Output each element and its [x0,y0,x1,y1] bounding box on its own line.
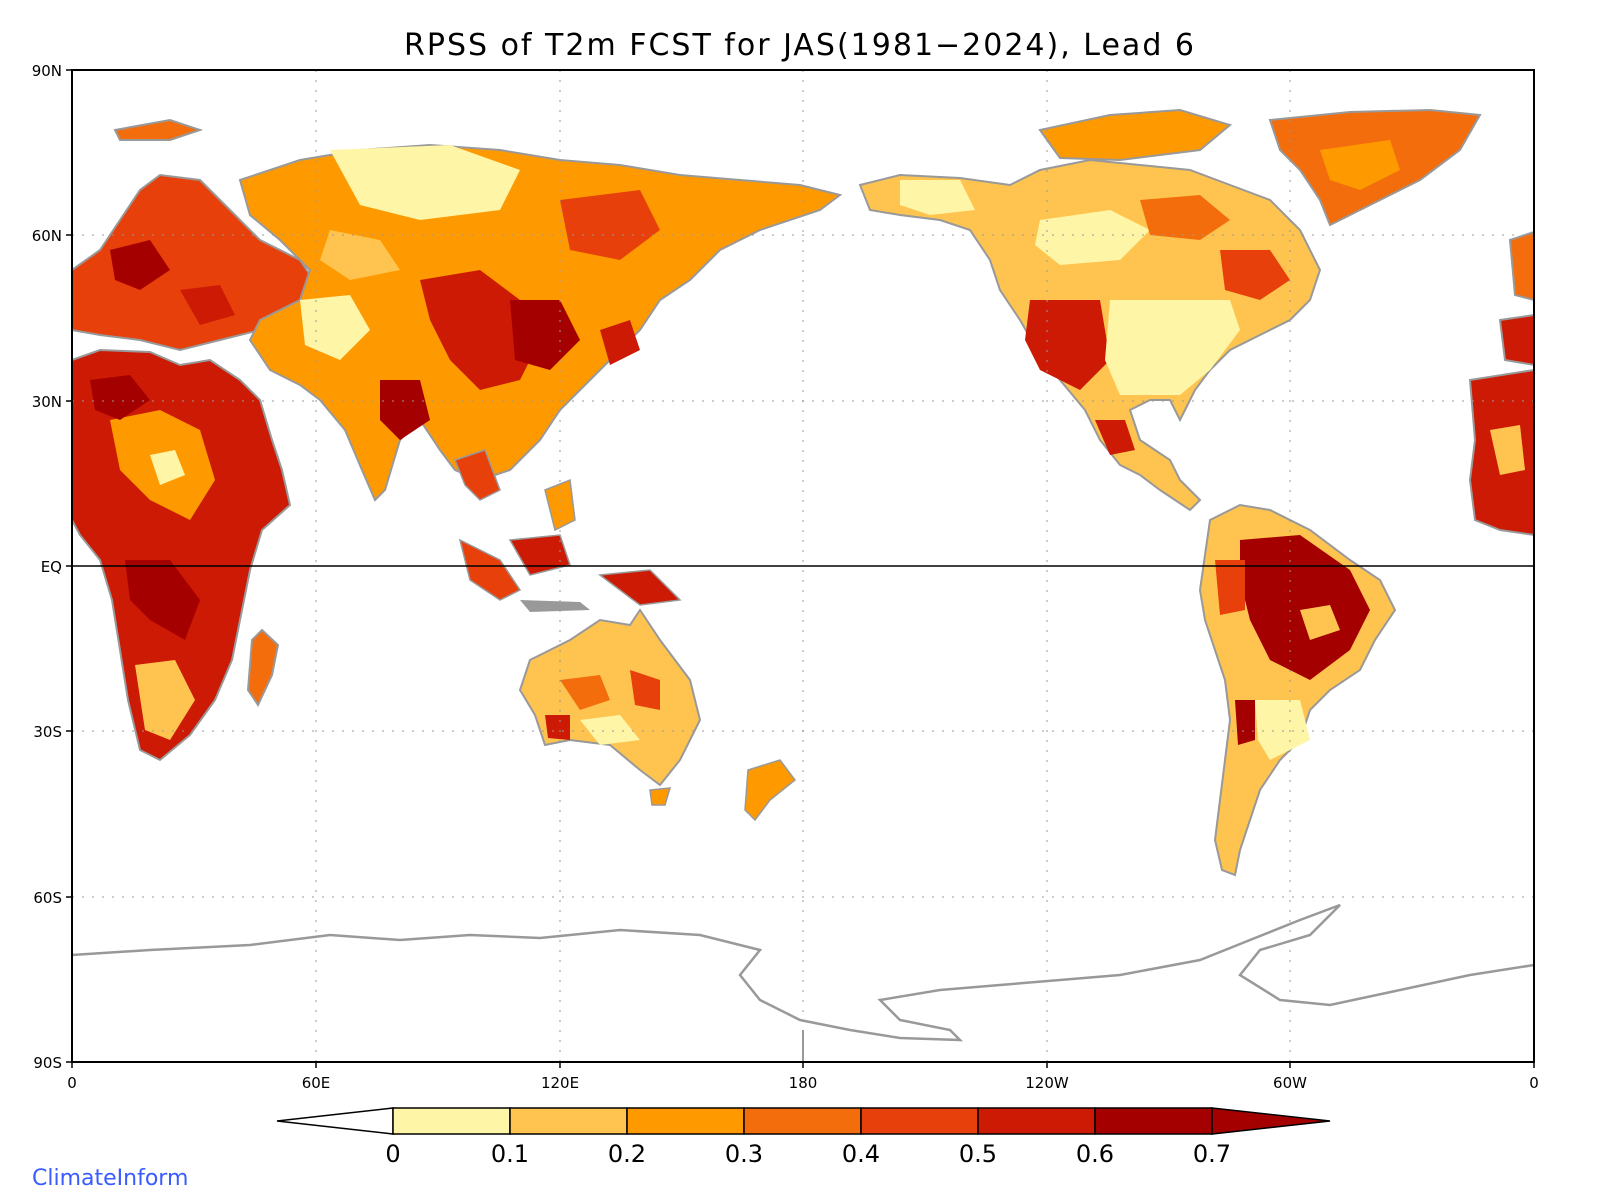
axis-ticks [66,69,1535,1068]
colorbar-bin-0.6-0.7 [1094,1107,1213,1135]
colorbar-bin-0-0.1 [392,1107,511,1135]
colorbar-tick-0.3: 0.3 [725,1140,763,1168]
colorbar-bin-0.2-0.3 [626,1107,745,1135]
colorbar-bin-0.5-0.6 [977,1107,1096,1135]
lat-label-30s: 30S [33,723,62,741]
land-australia [518,608,797,822]
colorbar-tick-0.6: 0.6 [1076,1140,1114,1168]
colorbar-bin-0.3-0.4 [743,1107,862,1135]
colorbar-bin-0.4-0.5 [860,1107,979,1135]
grid-lines [72,70,1534,1062]
colorbar-high-extend [1211,1107,1331,1135]
colorbar-tick-0.1: 0.1 [491,1140,529,1168]
longitude-labels: 0 60E 120E 180 120W 60W 0 [67,1074,1539,1092]
lon-label-120w: 120W [1025,1074,1069,1092]
lon-label-60e: 60E [302,1074,331,1092]
land-north-america [858,108,1482,512]
lat-label-60n: 60N [32,227,62,245]
land-indonesia [458,478,682,612]
land-west-africa-edge [1468,230,1535,537]
colorbar-tick-0.2: 0.2 [608,1140,646,1168]
land-asia [238,143,843,502]
colorbar-bin-0.1-0.2 [509,1107,628,1135]
land-europe [71,118,322,352]
lat-label-60s: 60S [33,889,62,907]
lat-label-30n: 30N [32,393,62,411]
land-africa [71,348,292,762]
lon-label-0-left: 0 [67,1074,77,1092]
lon-label-0-right: 0 [1529,1074,1539,1092]
lon-label-120e: 120E [541,1074,579,1092]
map-area [71,69,1535,1063]
map-title: RPSS of T2m FCST for JAS(1981−2024), Lea… [404,28,1196,63]
lon-label-60w: 60W [1273,1074,1307,1092]
lon-label-180: 180 [789,1074,818,1092]
colorbar: 0 0.1 0.2 0.3 0.4 0.5 0.6 0.7 [276,1107,1331,1168]
land-antarctica [71,903,1535,1042]
lat-label-90n: 90N [32,62,62,80]
colorbar-low-extend [276,1107,394,1135]
lat-label-eq: EQ [41,558,62,576]
land-south-america [1198,503,1397,877]
colorbar-tick-0.5: 0.5 [959,1140,997,1168]
lat-label-90s: 90S [33,1054,62,1072]
brand-logo-text: ClimateInform [32,1166,189,1191]
colorbar-tick-0: 0 [385,1140,400,1168]
latitude-labels: 90N 60N 30N EQ 30S 60S 90S [32,62,62,1072]
colorbar-tick-0.4: 0.4 [842,1140,880,1168]
colorbar-tick-0.7: 0.7 [1193,1140,1231,1168]
